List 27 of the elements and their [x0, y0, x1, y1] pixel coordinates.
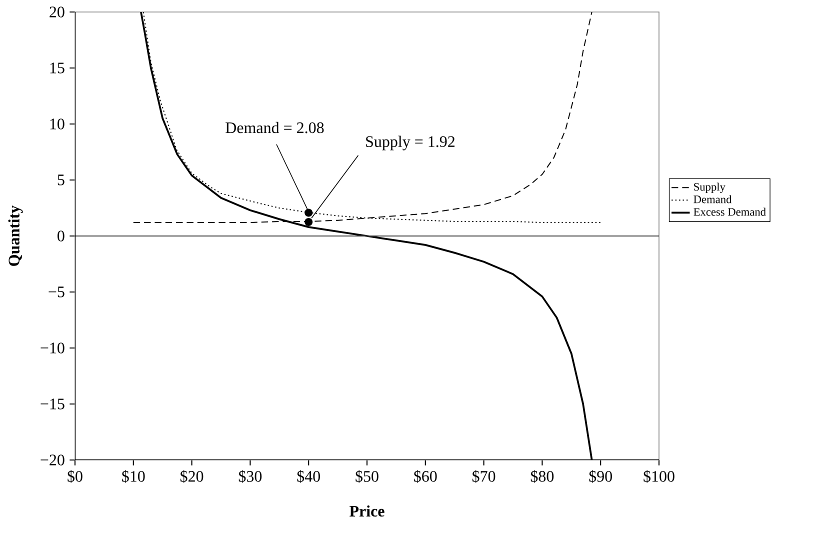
x-tick-label: $10 [122, 470, 145, 483]
x-tick-label: $20 [180, 470, 204, 483]
y-tick-label: −5 [48, 286, 64, 298]
x-tick-label: $0 [68, 470, 82, 483]
x-axis-title: Price [350, 505, 384, 517]
x-tick-label: $90 [589, 470, 612, 483]
x-tick-label: $100 [644, 470, 674, 483]
y-tick-label: 5 [58, 174, 64, 186]
x-tick-label: $70 [472, 470, 496, 483]
annotation: Demand = 2.08 [226, 122, 324, 134]
y-tick-label: −20 [40, 454, 64, 466]
y-tick-label: 15 [50, 62, 64, 74]
legend-label: Demand [694, 195, 732, 204]
legend-label: Excess Demand [694, 208, 766, 216]
x-tick-label: $30 [238, 470, 262, 483]
y-axis-title: Quantity [8, 205, 23, 266]
x-tick-label: $60 [414, 470, 437, 483]
legend-label: Supply [694, 182, 726, 194]
x-tick-label: $80 [530, 470, 554, 483]
y-tick-label: 20 [50, 6, 64, 18]
y-tick-label: 0 [58, 230, 64, 242]
y-tick-label: 10 [50, 118, 64, 130]
x-tick-label: $40 [297, 470, 320, 483]
x-tick-label: $50 [356, 470, 378, 483]
annotation: Supply = 1.92 [366, 136, 454, 150]
y-tick-label: −15 [40, 398, 64, 410]
y-tick-label: −10 [40, 342, 64, 354]
